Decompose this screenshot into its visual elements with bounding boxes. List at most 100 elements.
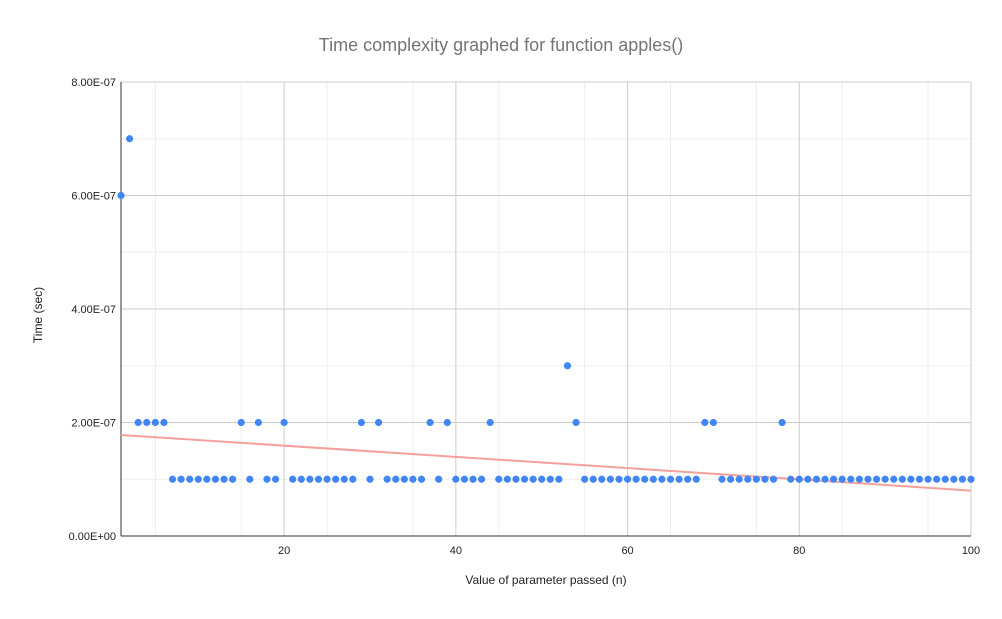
data-point — [443, 418, 451, 427]
data-point — [349, 475, 357, 483]
data-point — [838, 475, 846, 483]
trendline-layer — [120, 433, 972, 492]
points-layer — [117, 135, 975, 483]
data-point — [417, 475, 426, 483]
data-point — [890, 475, 898, 483]
data-point — [478, 475, 486, 483]
tick-labels: 0.00E+00 2.00E-07 4.00E-07 6.00E-07 8.00E-07… — [69, 77, 981, 557]
y-tick-label: 2.00E-07 — [71, 418, 116, 430]
data-point — [237, 418, 245, 427]
data-point — [125, 135, 134, 143]
data-point — [452, 475, 460, 483]
axes — [120, 82, 971, 537]
data-point — [864, 475, 872, 483]
chart-title: Time complexity graphed for function app… — [319, 35, 684, 55]
data-point — [752, 475, 760, 483]
data-point — [186, 475, 194, 483]
data-point — [538, 475, 546, 483]
data-point — [546, 475, 554, 483]
data-point — [340, 475, 348, 483]
data-point — [881, 475, 889, 483]
data-point — [297, 475, 305, 483]
data-point — [289, 475, 297, 483]
data-point — [520, 475, 529, 483]
data-point — [941, 475, 949, 483]
data-point — [314, 475, 323, 483]
data-point — [632, 475, 640, 483]
x-tick-label: 40 — [450, 545, 462, 557]
data-point — [563, 362, 572, 370]
data-point — [735, 475, 743, 483]
data-point — [933, 475, 941, 483]
x-tick-label: 80 — [793, 545, 805, 557]
data-point — [392, 475, 400, 483]
data-point — [872, 475, 881, 483]
data-point — [821, 475, 829, 483]
data-point — [641, 475, 649, 483]
data-point — [967, 475, 975, 483]
data-point — [168, 475, 177, 483]
data-point — [701, 418, 709, 427]
data-point — [915, 475, 924, 483]
data-point — [357, 418, 366, 427]
data-point — [581, 475, 589, 483]
data-point — [812, 475, 821, 483]
data-point — [117, 191, 125, 200]
data-point — [907, 475, 915, 483]
data-point — [435, 475, 443, 483]
data-point — [958, 475, 967, 483]
data-point — [512, 475, 520, 483]
y-tick-label: 8.00E-07 — [71, 77, 116, 89]
data-point — [718, 475, 726, 483]
data-point — [709, 418, 718, 427]
data-point — [898, 475, 906, 483]
data-point — [211, 475, 220, 483]
data-point — [332, 475, 340, 483]
data-point — [795, 475, 803, 483]
y-tick-label: 6.00E-07 — [71, 191, 116, 203]
data-point — [143, 418, 151, 427]
data-point — [830, 475, 838, 483]
y-tick-label: 0.00E+00 — [69, 531, 116, 543]
data-point — [847, 475, 855, 483]
data-point — [486, 418, 494, 427]
x-axis-label: Value of parameter passed (n) — [465, 573, 626, 587]
data-point — [589, 475, 597, 483]
x-tick-label: 100 — [962, 545, 980, 557]
grid — [121, 81, 972, 536]
data-point — [744, 475, 752, 483]
data-point — [220, 475, 228, 483]
data-point — [383, 475, 391, 483]
x-tick-label: 60 — [621, 545, 633, 557]
data-point — [787, 475, 795, 483]
data-point — [469, 475, 477, 483]
data-point — [769, 475, 778, 483]
data-point — [177, 475, 185, 483]
data-point — [855, 475, 863, 483]
data-point — [134, 418, 142, 427]
data-point — [598, 475, 606, 483]
data-point — [658, 475, 666, 483]
data-point — [761, 475, 769, 483]
data-point — [606, 475, 614, 483]
data-point — [503, 475, 511, 483]
data-point — [726, 475, 735, 483]
data-point — [151, 418, 159, 427]
data-point — [409, 475, 417, 483]
data-point — [323, 475, 331, 483]
data-point — [366, 475, 374, 483]
x-tick-label: 20 — [278, 545, 290, 557]
data-point — [692, 475, 700, 483]
data-point — [160, 418, 168, 427]
data-point — [495, 475, 503, 483]
data-point — [649, 475, 657, 483]
data-point — [804, 475, 812, 483]
data-point — [400, 475, 408, 483]
data-point — [684, 475, 692, 483]
data-point — [203, 475, 211, 483]
y-tick-label: 4.00E-07 — [71, 304, 116, 316]
data-point — [950, 475, 958, 483]
data-point — [229, 475, 237, 483]
data-point — [555, 475, 563, 483]
